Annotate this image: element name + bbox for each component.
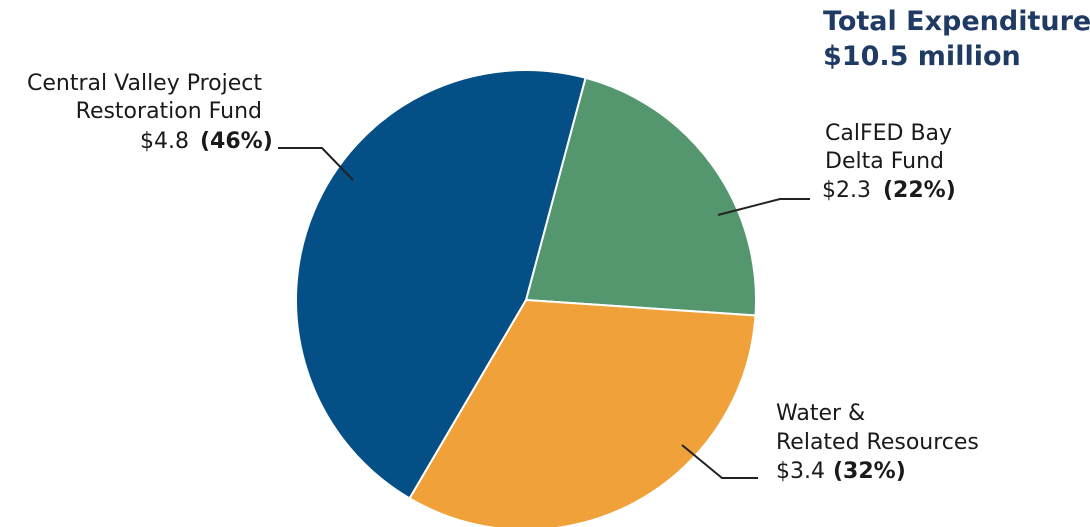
- label-water: Water & Related Resources $3.4 (32%): [681, 401, 979, 484]
- chart-subtitle: $10.5 million: [823, 41, 1021, 72]
- pie-slice-water: [408, 298, 757, 527]
- pie-slice-calfed: [524, 76, 757, 317]
- leader-line-water: [681, 444, 758, 479]
- leader-line-calfed: [717, 198, 810, 216]
- slice-value-label: $2.3 (22%): [822, 178, 956, 203]
- slice-value-label: $3.4 (32%): [776, 459, 906, 484]
- slice-label-line1: CalFED Bay: [825, 121, 952, 146]
- slice-percent: (46%): [200, 129, 273, 154]
- slice-value: $2.3: [822, 178, 871, 203]
- slice-value: $4.8: [140, 129, 189, 154]
- slice-value: $3.4: [776, 459, 825, 484]
- pie-slices: [295, 69, 757, 527]
- slice-label-line2: Delta Fund: [825, 149, 944, 174]
- label-central-valley: Central Valley Project Restoration Fund …: [27, 71, 354, 181]
- slice-percent: (22%): [883, 178, 956, 203]
- slice-label-line1: Water &: [776, 401, 865, 426]
- pie-slice-central-valley: [295, 69, 587, 500]
- slice-percent: (32%): [833, 459, 906, 484]
- leader-line-central-valley: [278, 147, 354, 181]
- chart-title: Total Expenditures:: [823, 6, 1090, 37]
- label-calfed: CalFED Bay Delta Fund $2.3 (22%): [717, 121, 956, 216]
- slice-value-label: $4.8 (46%): [140, 129, 273, 154]
- slice-label-line1: Central Valley Project: [27, 71, 262, 96]
- slice-label-line2: Restoration Fund: [76, 99, 262, 124]
- slice-label-line2: Related Resources: [776, 430, 979, 455]
